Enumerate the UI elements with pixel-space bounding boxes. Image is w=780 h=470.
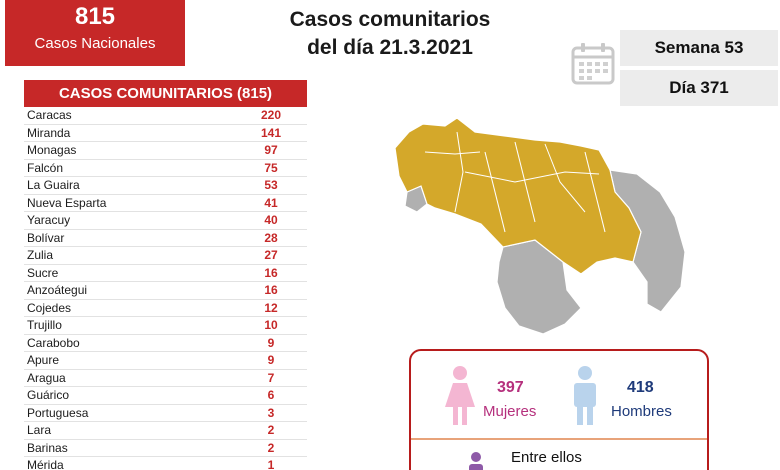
state-value: 41: [264, 195, 278, 210]
state-name: La Guaira: [27, 178, 80, 192]
state-name: Mérida: [27, 458, 64, 470]
state-name: Anzoátegui: [27, 283, 88, 297]
state-name: Guárico: [27, 388, 70, 402]
table-row: Cojedes 12: [24, 300, 307, 317]
between-label: Entre ellos: [511, 449, 582, 466]
table-row: Trujillo 10: [24, 317, 307, 335]
state-name: Falcón: [27, 160, 64, 175]
table-row: Zulia 27: [24, 247, 307, 265]
national-cases-count: 815: [74, 3, 116, 30]
state-name: Yaracuy: [27, 213, 71, 227]
state-name: Nueva Esparta: [27, 195, 107, 210]
table-row: Sucre 16: [24, 265, 307, 282]
table-row: Miranda 141: [24, 125, 307, 142]
state-value: 75: [264, 160, 278, 175]
state-value: 220: [260, 108, 282, 122]
state-value: 2: [267, 440, 275, 455]
state-value: 16: [264, 265, 278, 280]
cases-table-header: CASOS COMUNITARIOS (815): [24, 80, 307, 107]
state-value: 3: [267, 405, 275, 420]
state-value: 28: [264, 230, 278, 245]
table-row: Aragua 7: [24, 370, 307, 387]
state-name: Barinas: [27, 440, 68, 455]
table-row: Anzoátegui 16: [24, 282, 307, 300]
table-row: Lara 2: [24, 422, 307, 440]
state-name: Caracas: [27, 108, 72, 122]
state-name: Bolívar: [27, 230, 65, 245]
state-value: 7: [267, 370, 275, 385]
table-row: Mérida 1: [24, 457, 307, 470]
state-name: Zulia: [27, 248, 54, 262]
week-label: Semana 53: [620, 30, 778, 66]
female-label: Mujeres: [483, 403, 537, 420]
national-cases-box: 815 Casos Nacionales: [5, 0, 185, 66]
gender-breakdown-box: 397 Mujeres 418 Hombres Entre ellos: [409, 349, 709, 470]
state-value: 97: [264, 143, 278, 157]
state-value: 1: [267, 458, 275, 470]
map-region-highlight: [394, 117, 642, 275]
state-name: Monagas: [27, 143, 77, 157]
state-name: Sucre: [27, 265, 59, 280]
venezuela-map: [394, 117, 686, 335]
male-icon: [574, 366, 596, 425]
state-value: 12: [264, 300, 278, 315]
state-name: Apure: [27, 353, 60, 367]
person-icon: [469, 452, 483, 470]
table-row: Bolívar 28: [24, 230, 307, 247]
national-cases-label: Casos Nacionales: [34, 35, 156, 52]
table-row: Monagas 97: [24, 142, 307, 160]
state-value: 40: [264, 213, 278, 227]
table-row: Falcón 75: [24, 160, 307, 177]
title-line-2: del día 21.3.2021: [307, 36, 473, 59]
table-row: La Guaira 53: [24, 177, 307, 195]
table-row: Barinas 2: [24, 440, 307, 457]
day-label: Día 371: [620, 70, 778, 106]
female-icon: [445, 366, 475, 425]
state-name: Trujillo: [27, 318, 62, 332]
cases-table: CASOS COMUNITARIOS (815) Caracas 220 Miran…: [24, 80, 307, 470]
table-row: Caracas 220: [24, 107, 307, 125]
state-value: 10: [264, 318, 278, 332]
table-row: Guárico 6: [24, 387, 307, 405]
female-count: 397: [497, 379, 524, 396]
divider: [411, 438, 707, 440]
state-value: 16: [264, 283, 278, 297]
state-name: Aragua: [27, 370, 66, 385]
state-value: 9: [267, 335, 275, 350]
title-line-1: Casos comunitarios: [289, 8, 491, 31]
state-value: 6: [267, 388, 275, 402]
state-name: Miranda: [27, 125, 71, 140]
state-value: 141: [260, 125, 282, 140]
table-row: Yaracuy 40: [24, 212, 307, 230]
table-row: Apure 9: [24, 352, 307, 370]
state-name: Lara: [27, 423, 52, 437]
state-value: 27: [264, 248, 278, 262]
state-value: 53: [264, 178, 278, 192]
state-name: Cojedes: [27, 300, 72, 315]
page-title: Casos comunitarios del día 21.3.2021: [240, 6, 540, 62]
state-value: 9: [267, 353, 275, 367]
table-row: Carabobo 9: [24, 335, 307, 352]
state-name: Carabobo: [27, 335, 80, 350]
state-value: 2: [267, 423, 275, 437]
table-row: Nueva Esparta 41: [24, 195, 307, 212]
table-row: Portuguesa 3: [24, 405, 307, 422]
male-count: 418: [627, 379, 654, 396]
calendar-icon: [571, 43, 615, 85]
cases-table-body: Caracas 220 Miranda 141 Monagas 97 Falcón 75 La …: [24, 107, 307, 470]
male-label: Hombres: [611, 403, 672, 420]
state-name: Portuguesa: [27, 405, 89, 420]
